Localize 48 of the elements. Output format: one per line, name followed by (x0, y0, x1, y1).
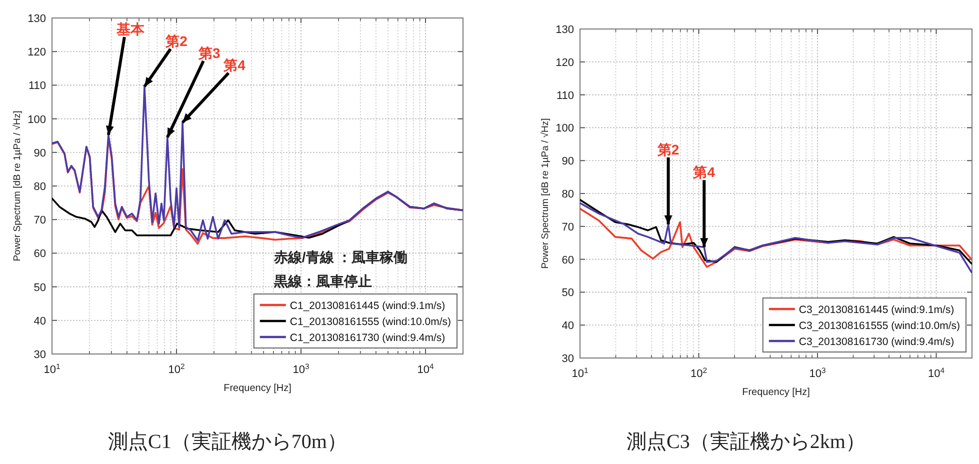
y-tick-label: 120 (556, 56, 574, 69)
annotation: 第2 (656, 141, 680, 158)
annotation: 赤線/青線 ：風車稼働 (272, 249, 408, 265)
y-tick-label: 30 (34, 349, 46, 361)
legend-label: C3_201308161445 (wind:9.1m/s) (798, 304, 954, 316)
y-tick-label: 50 (562, 287, 574, 300)
y-tick-label: 30 (562, 353, 574, 365)
x-tick-label: 10$^{1}$ (572, 366, 588, 380)
y-tick-label: 50 (34, 282, 46, 294)
y-tick-label: 40 (562, 320, 574, 332)
x-tick-label: 10$^{2}$ (690, 366, 708, 380)
y-tick-label: 80 (34, 181, 46, 193)
x-tick-label: 10$^{3}$ (809, 366, 826, 380)
legend-label: C1_201308161555 (wind:10.0m/s) (290, 316, 451, 328)
legend-label: C1_201308161445 (wind:9.1m/s) (290, 300, 446, 312)
y-tick-label: 130 (28, 13, 46, 25)
x-tick-label: 10$^{4}$ (417, 362, 435, 376)
legend-label: C1_201308161730 (wind:9.4m/s) (290, 332, 446, 344)
y-tick-label: 70 (562, 221, 574, 234)
annotation: 第4 (692, 164, 716, 180)
x-tick-label: 10$^{3}$ (292, 362, 310, 376)
y-tick-label: 120 (28, 46, 46, 59)
y-tick-label: 80 (562, 188, 574, 200)
y-tick-label: 70 (34, 214, 46, 227)
y-tick-label: 100 (556, 122, 574, 135)
y-tick-label: 90 (562, 156, 574, 168)
y-axis-title: Power Spectrum [dB re 1µPa / √Hz] (12, 110, 23, 262)
x-axis-title: Frequency [Hz] (224, 383, 292, 394)
y-tick-label: 110 (556, 90, 574, 102)
y-tick-label: 60 (34, 248, 46, 260)
y-axis-title: Power Spectrum [dB re 1µPa / √Hz] (540, 118, 551, 269)
y-tick-label: 60 (562, 254, 574, 266)
legend-label: C3_201308161730 (wind:9.4m/s) (798, 336, 954, 348)
annotation: 第4 (222, 57, 246, 73)
annotation: 黒線：風車停止 (272, 273, 372, 289)
text: 測点C3（実証機から2km） (626, 430, 866, 453)
y-tick-label: 100 (28, 114, 46, 126)
x-tick-label: 10$^{2}$ (168, 362, 185, 376)
y-tick-label: 40 (34, 315, 46, 328)
annotation: 基本 (115, 21, 146, 37)
y-tick-label: 110 (28, 80, 46, 92)
x-tick-label: 10$^{4}$ (928, 366, 946, 380)
text: 測点C1（実証機から70m） (108, 430, 347, 453)
x-tick-label: 10$^{1}$ (44, 362, 60, 376)
x-axis-title: Frequency [Hz] (742, 387, 810, 398)
y-tick-label: 90 (34, 147, 46, 160)
legend-label: C3_201308161555 (wind:10.0m/s) (798, 320, 960, 332)
y-tick-label: 130 (556, 24, 574, 36)
